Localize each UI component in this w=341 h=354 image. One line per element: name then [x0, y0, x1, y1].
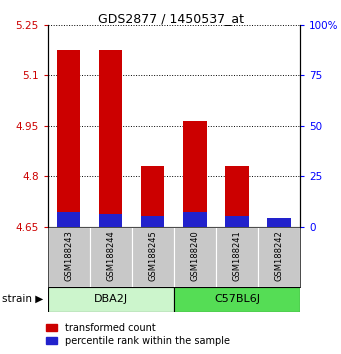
Bar: [132, 227, 174, 287]
Bar: [258, 227, 300, 287]
Bar: [141, 216, 164, 227]
Bar: [183, 212, 207, 227]
Bar: [225, 166, 249, 227]
Bar: [99, 50, 122, 227]
Text: GDS2877 / 1450537_at: GDS2877 / 1450537_at: [98, 12, 243, 25]
Text: GSM188241: GSM188241: [233, 230, 241, 281]
Bar: [267, 218, 291, 227]
Text: C57BL6J: C57BL6J: [214, 294, 260, 304]
Text: GSM188245: GSM188245: [148, 230, 158, 281]
Bar: [57, 50, 80, 227]
Text: GSM188240: GSM188240: [190, 230, 199, 281]
Bar: [267, 218, 291, 227]
Text: DBA2J: DBA2J: [94, 294, 128, 304]
Bar: [48, 287, 174, 312]
Text: GSM188244: GSM188244: [106, 230, 115, 281]
Bar: [174, 227, 216, 287]
Text: GSM188242: GSM188242: [275, 230, 284, 281]
Bar: [48, 227, 90, 287]
Bar: [174, 287, 300, 312]
Bar: [225, 216, 249, 227]
Legend: transformed count, percentile rank within the sample: transformed count, percentile rank withi…: [46, 323, 230, 346]
Bar: [216, 227, 258, 287]
Bar: [99, 215, 122, 227]
Text: strain ▶: strain ▶: [2, 294, 43, 304]
Bar: [141, 166, 164, 227]
Bar: [90, 227, 132, 287]
Text: GSM188243: GSM188243: [64, 230, 73, 281]
Bar: [57, 212, 80, 227]
Bar: [183, 121, 207, 227]
